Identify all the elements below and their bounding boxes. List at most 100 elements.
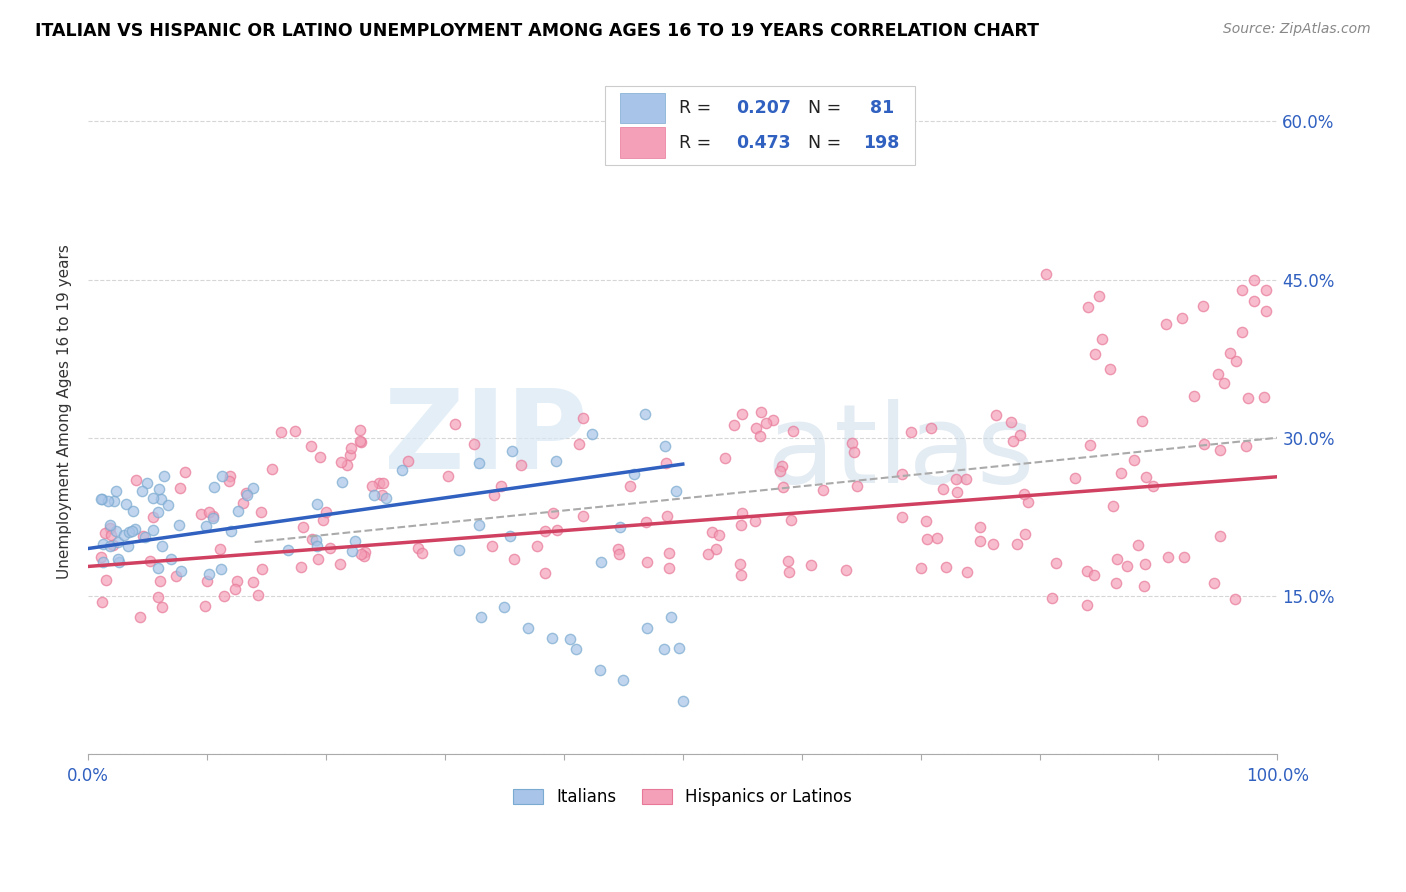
Point <box>1204 576 1226 591</box>
Point <box>437 469 460 483</box>
Point <box>91 537 114 551</box>
Point <box>1173 549 1195 564</box>
Y-axis label: Unemployment Among Ages 16 to 19 years: Unemployment Among Ages 16 to 19 years <box>58 244 72 579</box>
FancyBboxPatch shape <box>606 86 915 164</box>
Point <box>607 547 630 561</box>
Point <box>1040 591 1063 606</box>
Point <box>731 407 754 421</box>
Point <box>846 479 869 493</box>
Point <box>361 479 384 493</box>
Point <box>1078 438 1101 452</box>
Point <box>349 423 371 437</box>
Point <box>619 478 641 492</box>
Point <box>770 459 793 474</box>
Point <box>1209 442 1232 457</box>
Point <box>1142 479 1164 493</box>
Point <box>336 458 359 472</box>
Point <box>589 555 612 569</box>
Point <box>623 467 645 481</box>
Point <box>1192 437 1215 451</box>
Point <box>778 554 800 568</box>
Point <box>209 562 232 576</box>
Point <box>482 488 505 502</box>
Point <box>343 533 366 548</box>
Point <box>97 494 120 508</box>
Point <box>925 531 948 545</box>
Point <box>142 523 165 537</box>
Point <box>494 599 516 614</box>
Point <box>1135 558 1157 572</box>
Point <box>312 512 335 526</box>
Point <box>910 560 932 574</box>
Point <box>190 508 212 522</box>
Point <box>782 425 804 439</box>
Point <box>730 517 752 532</box>
Point <box>1254 304 1277 318</box>
Point <box>780 513 803 527</box>
Point <box>567 436 589 450</box>
Point <box>115 498 138 512</box>
Point <box>411 546 433 560</box>
Point <box>932 482 955 496</box>
Point <box>146 560 169 574</box>
Point <box>800 558 823 573</box>
Point <box>353 549 375 563</box>
Point <box>1157 550 1180 565</box>
Point <box>546 524 568 538</box>
Point <box>1002 434 1025 449</box>
Point <box>367 475 389 490</box>
Point <box>290 559 312 574</box>
Point <box>778 565 800 579</box>
Point <box>1132 579 1154 593</box>
Point <box>702 525 724 540</box>
Point <box>1171 311 1194 326</box>
Point <box>90 491 112 506</box>
Point <box>890 510 912 524</box>
Point <box>672 694 695 708</box>
Point <box>198 505 221 519</box>
Text: N =: N = <box>807 99 846 117</box>
Point <box>134 530 156 544</box>
Point <box>374 491 396 505</box>
Point <box>1063 471 1085 485</box>
Point <box>235 486 257 500</box>
Point <box>981 537 1004 551</box>
Point <box>349 547 371 561</box>
Point <box>292 519 315 533</box>
Point <box>236 488 259 502</box>
Point <box>1156 317 1178 331</box>
Point <box>371 476 394 491</box>
Point <box>945 472 967 486</box>
Point <box>697 547 720 561</box>
Point <box>202 508 225 523</box>
Point <box>510 458 533 473</box>
Point <box>842 444 865 458</box>
Point <box>112 528 135 542</box>
Point <box>226 574 249 588</box>
Point <box>609 520 631 534</box>
Point <box>956 566 979 580</box>
Point <box>665 483 688 498</box>
Point <box>769 464 792 478</box>
Text: 81: 81 <box>863 99 894 117</box>
Point <box>723 417 745 432</box>
Point <box>1000 415 1022 429</box>
Text: R =: R = <box>679 134 717 152</box>
Point <box>128 610 150 624</box>
Point <box>201 510 224 524</box>
Point <box>572 410 595 425</box>
Point <box>218 475 240 489</box>
Point <box>481 540 503 554</box>
Point <box>463 436 485 450</box>
Text: R =: R = <box>679 99 717 117</box>
Point <box>449 543 471 558</box>
Point <box>1243 272 1265 286</box>
Point <box>541 631 564 645</box>
Point <box>330 455 353 469</box>
Point <box>131 483 153 498</box>
Point <box>309 450 332 464</box>
Point <box>209 542 232 557</box>
Point <box>340 441 363 455</box>
Point <box>1206 368 1229 382</box>
Point <box>636 621 658 635</box>
